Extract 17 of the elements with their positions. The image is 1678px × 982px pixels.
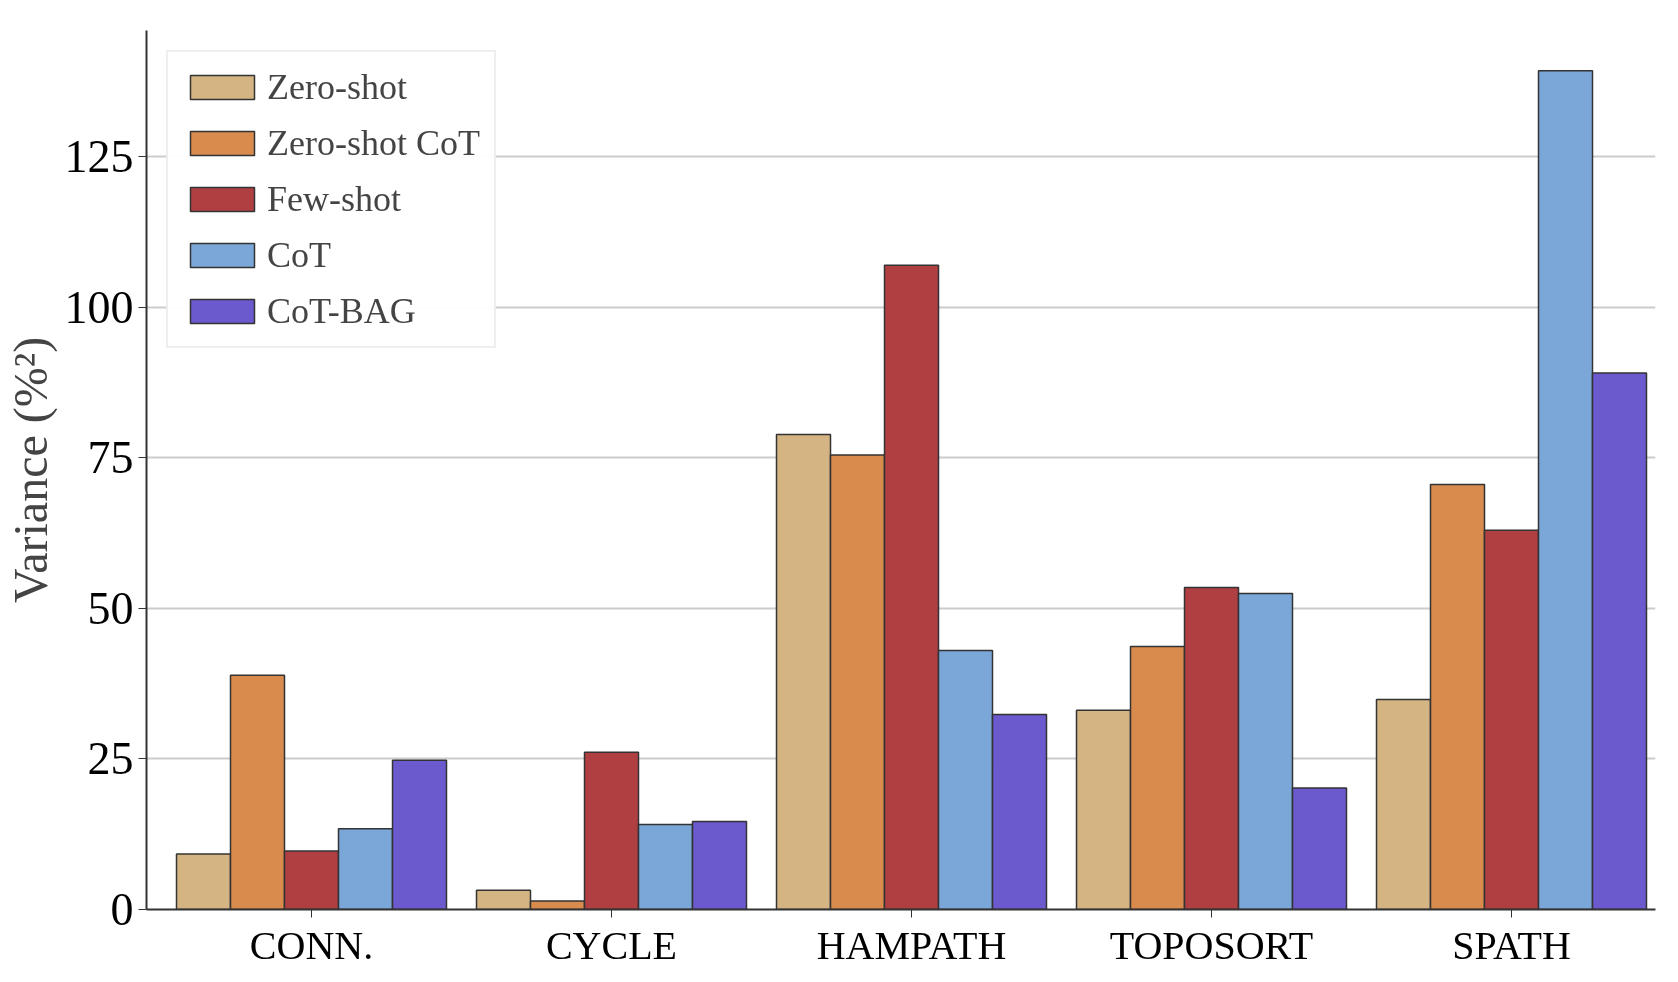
legend-label: CoT-BAG: [267, 290, 416, 332]
y-axis-title: Variance (%²): [3, 336, 58, 604]
y-tick-label: 100: [64, 281, 134, 333]
y-tick-label: 125: [64, 131, 134, 183]
y-tick-label: 75: [87, 432, 134, 484]
y-tick-label: 25: [87, 733, 134, 785]
legend-label: Few-shot: [267, 178, 401, 220]
x-tick-label: HAMPATH: [816, 922, 1007, 968]
legend-label: CoT: [267, 234, 332, 276]
x-tick-label: CYCLE: [545, 922, 678, 968]
y-tick-label: 0: [110, 884, 134, 935]
legend-label: Zero-shot CoT: [267, 122, 480, 164]
legend-label: Zero-shot: [267, 66, 407, 108]
x-tick-label: TOPOSORT: [1109, 922, 1314, 968]
y-tick-label: 50: [87, 582, 134, 634]
x-tick-label: CONN.: [249, 922, 374, 968]
x-tick-label: SPATH: [1452, 922, 1571, 968]
